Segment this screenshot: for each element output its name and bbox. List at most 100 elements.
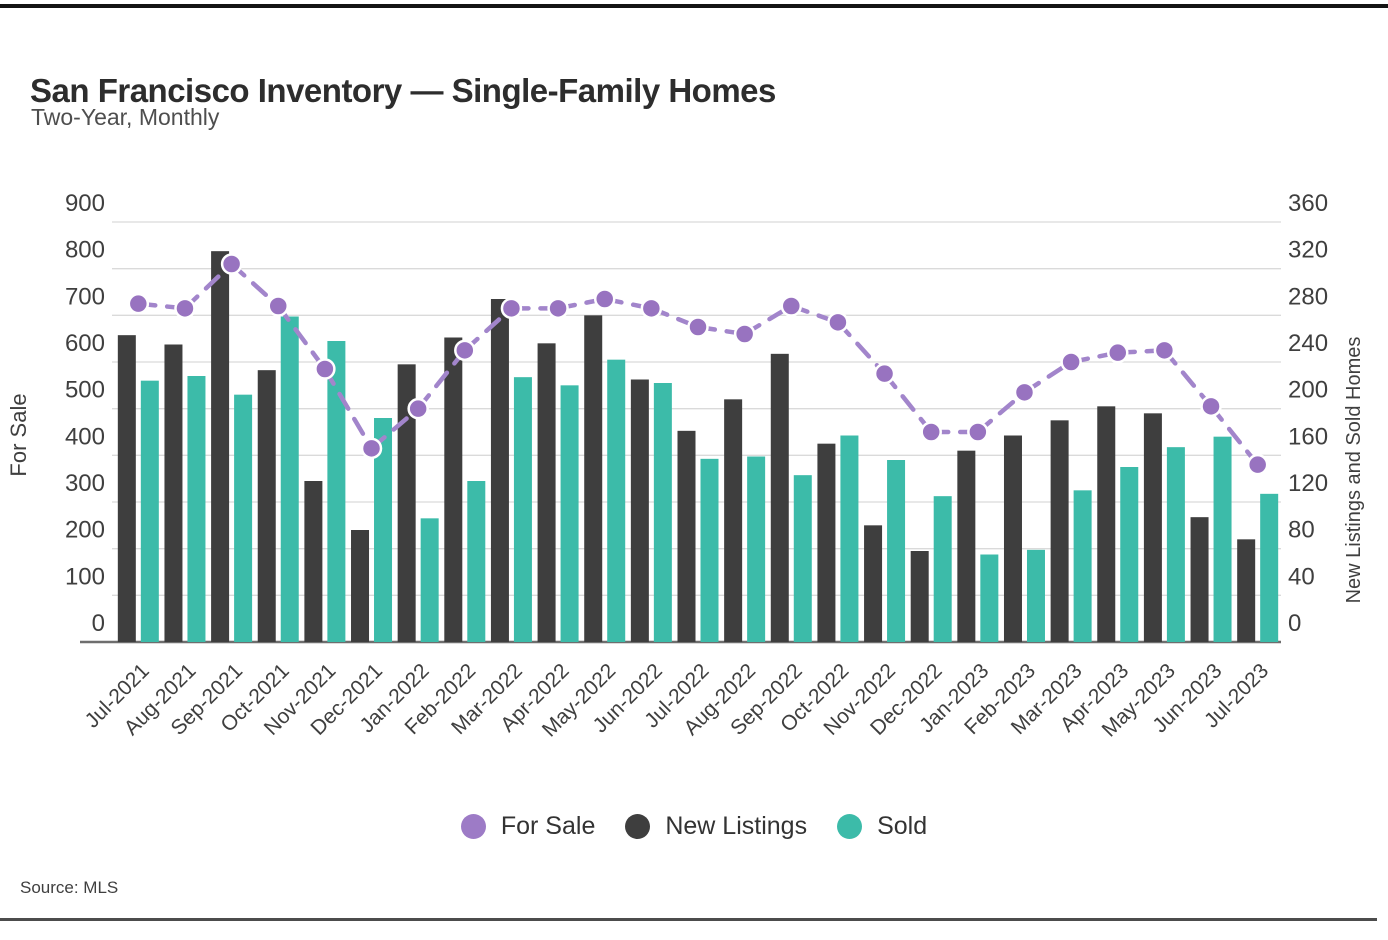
new-listings-bar xyxy=(490,299,509,642)
sold-swatch-icon xyxy=(837,814,863,839)
for-sale-point xyxy=(873,362,896,385)
for-sale-point xyxy=(1060,351,1082,373)
for-sale-point xyxy=(174,297,196,320)
for-sale-line-segment xyxy=(1162,348,1214,409)
y-tick-label-right: 160 xyxy=(1288,423,1328,450)
new-listings-bar xyxy=(817,443,836,642)
sold-bar xyxy=(560,385,579,642)
sold-bar xyxy=(840,435,859,642)
y-tick-label-right: 120 xyxy=(1288,470,1328,497)
y-tick-label-left: 900 xyxy=(65,190,105,217)
new-listings-bar xyxy=(724,399,743,642)
for-sale-point xyxy=(593,288,616,310)
for-sale-point xyxy=(360,437,383,460)
new-listings-bar xyxy=(164,344,183,642)
y-tick-label-right: 320 xyxy=(1288,237,1328,264)
sold-bar xyxy=(513,377,532,642)
sold-bar xyxy=(607,359,626,642)
for-sale-point xyxy=(267,295,289,317)
new-listings-bar xyxy=(304,481,323,642)
sold-bar xyxy=(1260,493,1279,642)
new-listings-bar xyxy=(1143,413,1162,642)
y-tick-label-right: 200 xyxy=(1288,377,1328,404)
sold-bar xyxy=(700,458,719,642)
legend-label: Sold xyxy=(877,812,928,840)
y-tick-label-left: 700 xyxy=(65,283,105,310)
for-sale-point xyxy=(220,253,243,275)
top-border-rule xyxy=(0,4,1388,8)
legend-label: For Sale xyxy=(500,812,596,840)
sold-bar xyxy=(980,554,999,642)
new-listings-bar xyxy=(957,450,976,642)
sold-bar xyxy=(187,376,206,642)
for-sale-point xyxy=(827,311,849,334)
legend-item-for-sale: For Sale xyxy=(460,812,596,841)
new-listings-bar xyxy=(1237,539,1256,642)
sold-bar xyxy=(1026,549,1045,642)
sold-bar xyxy=(234,394,253,642)
y-tick-label-left: 400 xyxy=(65,423,105,450)
for-sale-point xyxy=(1107,341,1129,364)
for-sale-line-segment xyxy=(415,348,468,411)
new-listings-bar xyxy=(630,379,649,642)
for-sale-point xyxy=(314,358,336,380)
new-listings-bar xyxy=(1097,406,1116,642)
y-tick-label-left: 500 xyxy=(65,377,105,404)
for-sale-line-segment xyxy=(882,371,934,435)
for-sale-point xyxy=(920,421,942,443)
source-note: Source: MLS xyxy=(20,878,119,897)
page-title: San Francisco Inventory — Single-Family … xyxy=(30,72,776,110)
y-tick-label-left: 0 xyxy=(92,610,105,637)
sold-bar xyxy=(933,496,952,642)
for-sale-point xyxy=(500,297,523,320)
for-sale-point xyxy=(1013,381,1036,404)
sold-bar xyxy=(467,481,486,642)
for-sale-line-segment xyxy=(322,366,374,451)
for-sale-swatch-icon xyxy=(460,814,486,839)
y-tick-label-left: 800 xyxy=(65,237,105,264)
for-sale-point xyxy=(547,297,569,320)
for-sale-line-segment xyxy=(1208,404,1260,467)
sold-bar xyxy=(1073,490,1092,642)
for-sale-point xyxy=(640,297,663,320)
for-sale-point xyxy=(407,397,429,420)
left-axis-title: For Sale xyxy=(6,393,31,476)
chart-legend: For Sale New Listings Sold xyxy=(0,812,1388,841)
legend-item-new-listings: New Listings xyxy=(625,812,807,841)
y-tick-label-left: 600 xyxy=(65,330,105,357)
y-tick-label-right: 0 xyxy=(1288,610,1301,637)
sold-bar xyxy=(747,456,766,642)
y-tick-label-right: 80 xyxy=(1288,517,1315,544)
new-listings-bar xyxy=(117,335,136,642)
y-tick-label-left: 200 xyxy=(65,517,105,544)
page-subtitle: Two-Year, Monthly xyxy=(31,104,220,130)
y-tick-label-right: 360 xyxy=(1288,190,1328,217)
for-sale-point xyxy=(780,295,803,317)
new-listings-bar xyxy=(677,430,696,642)
new-listings-bar xyxy=(444,337,463,642)
new-listings-bar xyxy=(770,353,789,642)
right-axis-title: New Listings and Sold Homes xyxy=(1343,337,1365,604)
legend-label: New Listings xyxy=(665,812,808,840)
legend-item-sold: Sold xyxy=(837,812,927,841)
sold-bar xyxy=(327,341,346,642)
new-listings-bar xyxy=(1190,517,1209,642)
new-listings-bar xyxy=(257,370,276,642)
new-listings-bar xyxy=(211,251,230,642)
for-sale-point xyxy=(1246,453,1269,476)
new-listings-bar xyxy=(584,315,603,642)
sold-bar xyxy=(1166,447,1185,642)
for-sale-point xyxy=(454,339,476,362)
sold-bar xyxy=(1120,467,1139,642)
sold-bar xyxy=(653,383,672,642)
new-listings-bar xyxy=(1003,435,1022,642)
y-tick-label-left: 100 xyxy=(65,563,105,590)
sold-bar xyxy=(140,380,159,642)
for-sale-point xyxy=(127,292,150,315)
y-tick-label-left: 300 xyxy=(65,470,105,497)
sold-bar xyxy=(887,460,906,642)
for-sale-point xyxy=(687,316,709,338)
bottom-border-rule xyxy=(0,918,1377,921)
for-sale-point xyxy=(733,323,756,345)
